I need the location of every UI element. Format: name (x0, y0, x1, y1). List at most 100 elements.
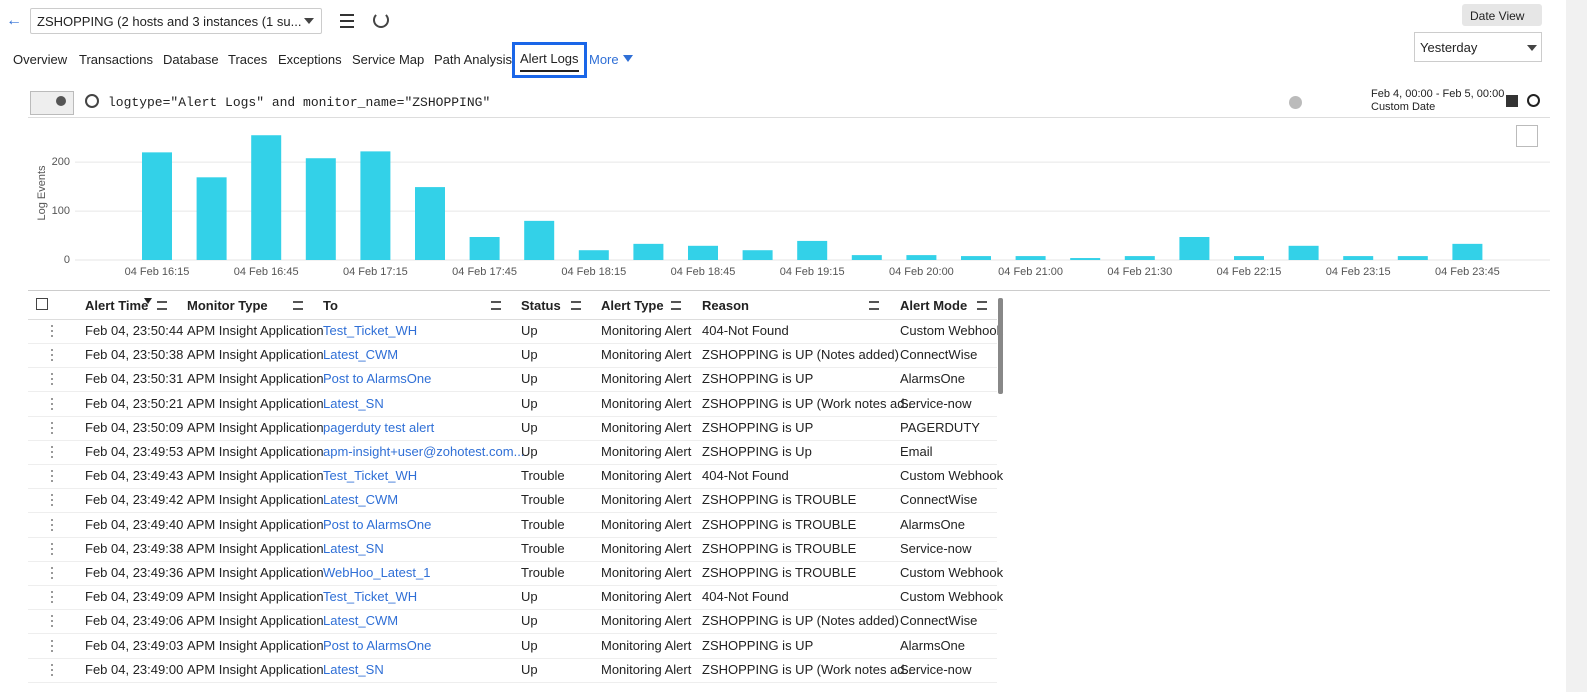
table-cell: ZSHOPPING is TROUBLE (702, 516, 857, 532)
table-cell[interactable]: Post to AlarmsOne (323, 371, 432, 387)
table-cell[interactable]: Latest_CWM (323, 347, 399, 363)
view-toggle[interactable] (30, 91, 74, 115)
table-cell[interactable]: Latest_CWM (323, 492, 399, 508)
table-cell[interactable]: apm-insight+user@zohotest.com... (323, 444, 525, 459)
column-filter-icon[interactable] (157, 301, 167, 310)
table-cell[interactable]: Latest_SN (323, 540, 384, 556)
row-menu[interactable] (51, 567, 53, 579)
scrollbar[interactable] (998, 298, 1003, 394)
tab[interactable]: Overview (13, 52, 68, 67)
row-line (28, 367, 997, 369)
column-filter-icon[interactable] (571, 301, 581, 310)
table-cell: ConnectWise (900, 613, 978, 629)
clear-icon[interactable] (1289, 96, 1302, 109)
chart: Log Events 0 100 200 04 Feb 16:15 04 Feb 16:4… (36, 135, 1550, 278)
period-select[interactable]: Yesterday (1414, 32, 1542, 62)
table-cell[interactable]: Latest_SN (323, 395, 384, 411)
menu-icon[interactable] (340, 14, 354, 28)
sort-indicator[interactable] (144, 298, 152, 304)
table-cell: Feb 04, 23:49:40 (85, 516, 184, 532)
table-cell[interactable]: Test_Ticket_WH (323, 323, 418, 338)
table-settings-icon[interactable] (36, 298, 48, 310)
monitor-select[interactable]: ZSHOPPING (2 hosts and 3 instances (1 su… (30, 8, 322, 34)
table-cell: ZSHOPPING is UP (Notes added) (702, 613, 899, 629)
row-menu[interactable] (51, 421, 53, 434)
table-cell: Up (521, 444, 538, 459)
row-line (28, 536, 997, 538)
bar (688, 245, 718, 260)
table-cell[interactable]: Latest_CWM (323, 613, 399, 629)
row-menu[interactable] (51, 325, 53, 337)
refresh-icon[interactable] (373, 12, 389, 28)
calendar-icon[interactable] (1506, 95, 1518, 107)
table-cell[interactable]: pagerduty test alert (323, 419, 435, 435)
table-cell: Feb 04, 23:50:44 (85, 323, 184, 338)
monitor-select-text: ZSHOPPING (2 hosts and 3 instances (1 su… (37, 14, 302, 29)
table-cell: APM Insight Application (187, 637, 324, 653)
date-range-type: Custom Date (1371, 101, 1436, 113)
tab-label: Alert Logs (520, 51, 579, 72)
tab[interactable]: Exceptions (278, 52, 342, 67)
table-cell: ZSHOPPING is UP (702, 419, 814, 435)
row-menu[interactable] (51, 542, 53, 555)
table-cell[interactable]: Test_Ticket_WH (323, 589, 418, 605)
query-text[interactable]: logtype="Alert Logs" and monitor_name="Z… (108, 95, 491, 110)
column-filter-icon[interactable] (671, 301, 681, 310)
tab[interactable]: Transactions (79, 52, 153, 67)
table-cell: Feb 04, 23:49:53 (85, 444, 184, 459)
row-menu[interactable] (51, 470, 53, 483)
date-view-button[interactable]: Date View (1462, 4, 1542, 26)
table-cell[interactable]: Post to AlarmsOne (323, 637, 432, 653)
column-header[interactable]: Monitor Type (187, 298, 268, 313)
row-line (28, 488, 997, 490)
table-cell[interactable]: Test_Ticket_WH (323, 468, 418, 484)
row-menu[interactable] (51, 639, 53, 652)
column-header[interactable]: Alert Type (601, 298, 664, 313)
column-header[interactable]: To (323, 298, 338, 313)
column-header[interactable]: Status (521, 298, 561, 313)
table-cell: APM Insight Application (187, 323, 324, 338)
table-cell: Up (521, 637, 538, 653)
row-menu[interactable] (51, 615, 53, 628)
tab[interactable]: Alert Logs (512, 42, 587, 78)
tab[interactable]: Database (163, 52, 219, 67)
bar (1124, 256, 1155, 260)
history-icon[interactable] (85, 94, 99, 108)
table-cell: Monitoring Alert (601, 565, 692, 580)
column-header[interactable]: Alert Time (85, 298, 149, 313)
tab[interactable]: More (589, 52, 619, 67)
search-icon[interactable] (1527, 94, 1540, 107)
row-menu[interactable] (51, 518, 53, 531)
table-cell: APM Insight Application (187, 589, 324, 605)
table-cell: APM Insight Application (187, 371, 324, 387)
date-range-text: Feb 4, 00:00 - Feb 5, 00:00 (1371, 88, 1505, 100)
table-cell[interactable]: Post to AlarmsOne (323, 516, 432, 532)
tab[interactable]: Service Map (352, 52, 425, 67)
table-cell: 404-Not Found (702, 468, 789, 484)
pie-icon[interactable] (56, 96, 66, 106)
row-menu[interactable] (51, 663, 53, 676)
chart-type-button[interactable] (1516, 125, 1538, 147)
date-range[interactable]: Feb 4, 00:00 - Feb 5, 00:00 Custom Date (1371, 88, 1504, 114)
column-header[interactable]: Alert Mode (900, 298, 968, 313)
row-menu[interactable] (51, 591, 53, 604)
table-cell: 404-Not Found (702, 589, 789, 605)
row-menu[interactable] (51, 349, 53, 362)
tab[interactable]: Path Analysis (434, 52, 513, 67)
tab[interactable]: Traces (228, 52, 268, 67)
table-cell[interactable]: WebHoo_Latest_1 (323, 565, 431, 580)
table-cell[interactable]: Latest_SN (323, 661, 384, 677)
column-filter-icon[interactable] (977, 301, 987, 310)
row-menu[interactable] (51, 446, 53, 458)
bar (1288, 245, 1319, 260)
row-menu[interactable] (51, 373, 53, 386)
column-header[interactable]: Reason (702, 298, 749, 313)
column-filter-icon[interactable] (869, 301, 879, 310)
column-filter-icon[interactable] (293, 301, 303, 310)
bar (196, 177, 227, 260)
row-line (28, 439, 997, 441)
back-arrow[interactable]: ← (6, 12, 22, 29)
row-menu[interactable] (51, 494, 53, 507)
column-filter-icon[interactable] (491, 301, 501, 310)
row-menu[interactable] (51, 397, 53, 410)
